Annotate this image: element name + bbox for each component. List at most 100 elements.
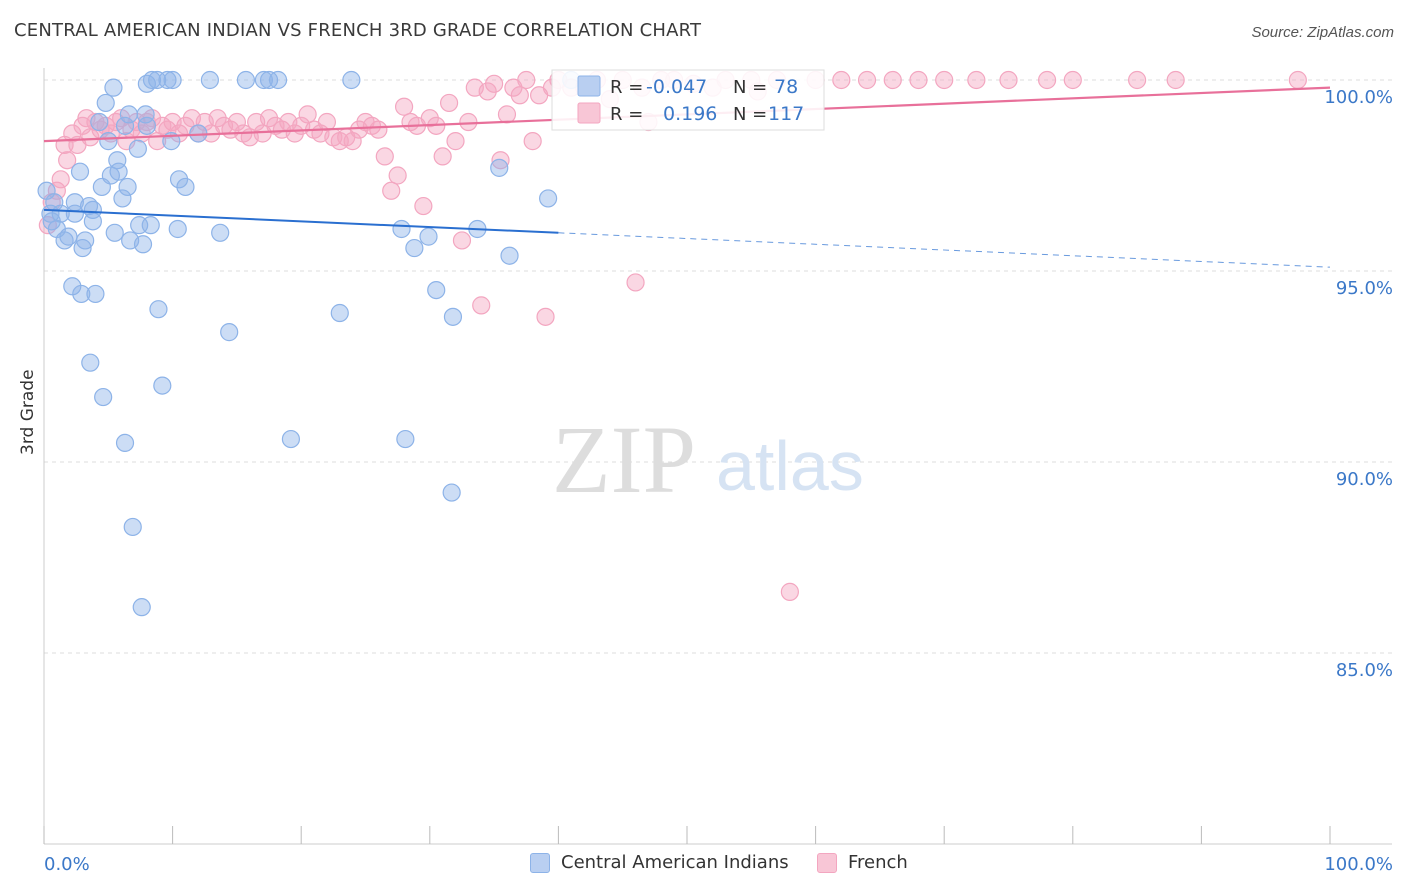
x-tick-label-max: 100.0% [1324,854,1393,875]
legend-blue-n-label: N = [733,77,767,98]
blue-point [132,598,151,617]
pink-point [999,70,1018,90]
pink-point [935,70,954,90]
blue-point [142,70,162,90]
pink-point [459,112,478,132]
blue-point [119,105,138,124]
pink-point [433,147,452,166]
legend-label-french: French [848,852,908,873]
pink-point [626,273,645,292]
pink-point [967,70,986,90]
y-axis-label: 3rd Grade [18,369,38,455]
blue-point [396,429,415,449]
blue-point [163,70,182,90]
pink-point [169,124,189,143]
blue-point [105,223,124,242]
pink-point [909,70,928,90]
blue-point [153,376,172,395]
pink-point [1127,70,1147,90]
blue-point [86,284,105,304]
blue-point [99,132,118,151]
pink-point [375,147,394,166]
pink-point [317,112,337,132]
pink-point [298,105,317,124]
blue-point [200,70,219,90]
blue-point [96,93,115,113]
blue-point [128,139,147,158]
pink-point [420,109,439,128]
legend-pink-n-label: N = [733,104,767,125]
legend-blue-swatch [577,75,601,97]
legend-pink-n-value: 117 [768,103,804,125]
watermark-atlas: atlas [716,427,864,505]
pink-point [832,70,851,90]
blue-point [83,212,102,231]
legend-item-french: French [817,852,908,873]
pink-point [63,124,82,143]
blue-point [109,162,128,181]
pink-point [382,181,401,200]
blue-point [342,70,361,90]
blue-point [211,223,230,242]
pink-point [414,196,433,216]
blue-point [442,483,461,502]
pink-point [51,170,70,189]
pink-point [472,296,491,315]
x-tick-label-min: 0.0% [44,854,90,875]
pink-point [857,70,877,90]
blue-point [169,170,189,189]
blue-point [65,204,84,223]
y-tick-label: 100.0% [1324,87,1393,108]
pink-point [1063,70,1082,90]
blue-point [330,303,349,323]
pink-point [227,112,246,132]
blue-point [281,429,301,449]
blue-point [141,216,160,235]
legend-swatch-blue [530,852,550,873]
blue-point [70,162,90,181]
source-label: Source: ZipAtlas.com [1251,24,1394,41]
legend-blue-r-value: -0.047 [646,76,707,98]
blue-point [427,281,446,300]
blue-point [115,116,135,135]
blue-point [59,227,78,246]
pink-point [446,132,465,151]
pink-point [58,151,77,170]
pink-point [1288,70,1307,90]
axis-layer: 100.0% 95.0% 90.0% 85.0% 0.0% 100.0% [43,68,1393,875]
blue-point [104,78,123,97]
blue-point [123,517,142,537]
blue-point [500,246,519,265]
pink-point [285,124,304,143]
legend-label-central-american-indians: Central American Indians [561,852,789,873]
pink-point [883,70,902,90]
pink-point [536,307,555,326]
pink-point [478,82,497,101]
correlation-legend: R = -0.047 N = 78 R = 0.196 N = 117 [551,69,825,131]
pink-point [439,93,459,113]
y-tick-label: 95.0% [1336,278,1393,299]
blue-point [236,70,256,90]
pink-point [517,70,536,90]
watermark: ZIP atlas [552,406,864,513]
blue-point [148,70,167,90]
blue-point [490,158,509,177]
pink-point [497,105,517,124]
central-american-indian-points [37,70,581,617]
pink-point [369,120,388,139]
pink-point [452,231,472,250]
pink-point [388,166,407,185]
pink-point [1037,70,1057,90]
y-tick-label: 90.0% [1336,469,1393,490]
blue-point [81,353,100,372]
pink-point [491,151,510,170]
blue-point [539,189,558,208]
blue-point [115,433,135,452]
blue-point [168,219,187,239]
legend-pink-r-label: R = [610,104,643,125]
pink-point [523,132,542,151]
blue-point [90,112,109,132]
blue-point [113,189,132,208]
blue-point [405,238,424,258]
grid-layer [44,79,1392,654]
